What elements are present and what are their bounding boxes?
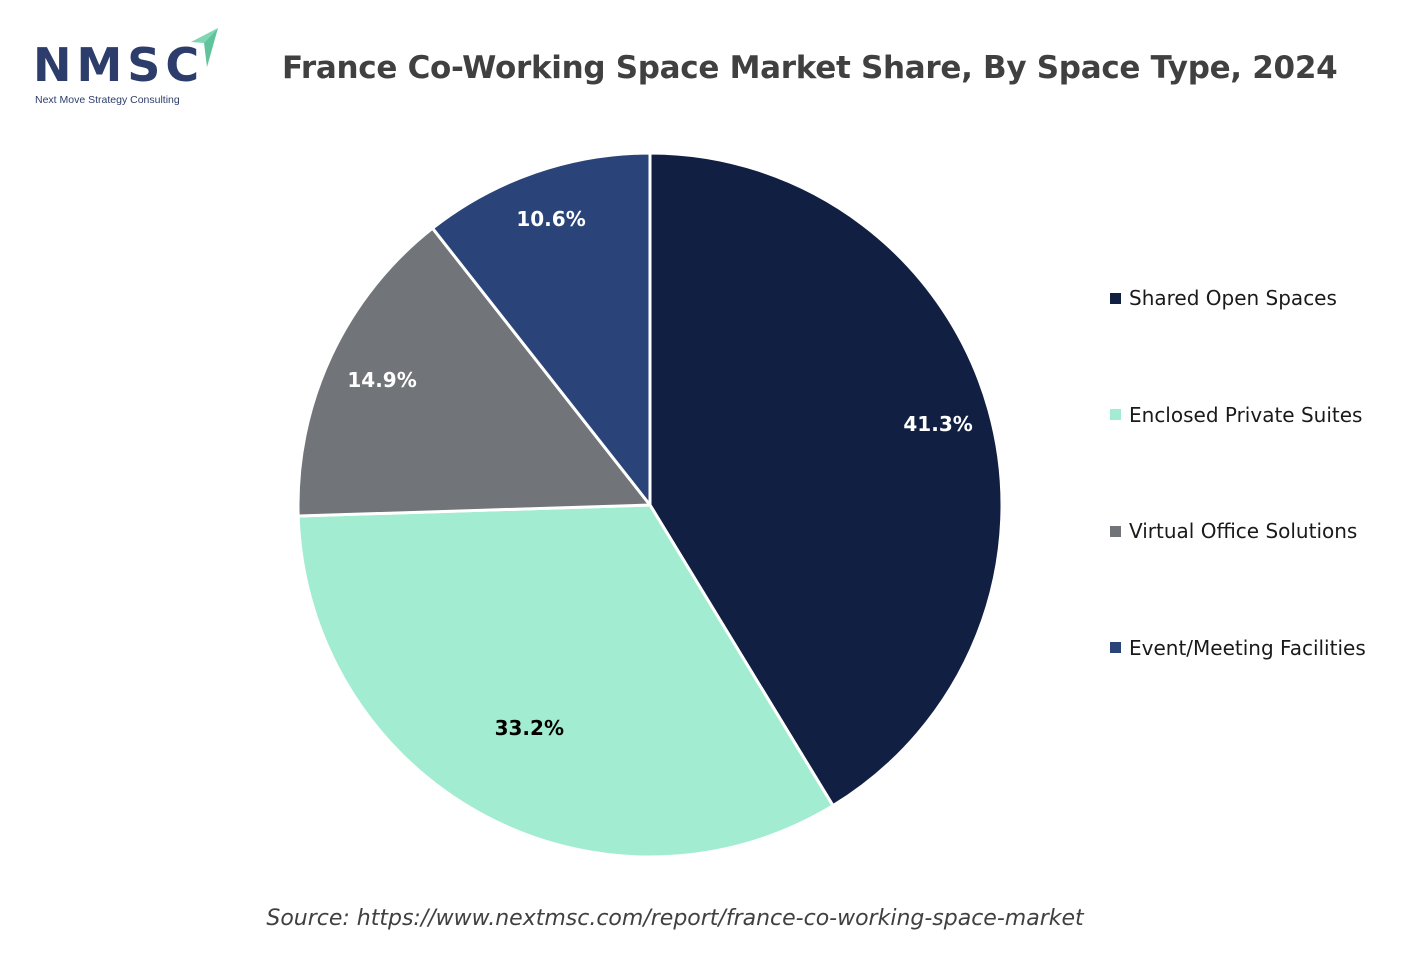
legend-item-virtual-office-solutions: Virtual Office Solutions (1110, 516, 1357, 546)
legend-item-event-meeting-facilities: Event/Meeting Facilities (1110, 633, 1366, 663)
pie-slice-event-meeting-facilities (431, 151, 652, 507)
legend-swatch (1110, 642, 1121, 653)
pie-slice-shared-open-spaces (648, 151, 1004, 808)
data-label-event-meeting-facilities: 10.6% (516, 207, 585, 231)
data-label-shared-open-spaces: 41.3% (903, 412, 972, 436)
legend-label: Enclosed Private Suites (1129, 402, 1363, 427)
data-label-virtual-office-solutions: 14.9% (347, 368, 416, 392)
legend-label: Virtual Office Solutions (1129, 519, 1358, 543)
logo-tagline: Next Move Strategy Consulting (35, 94, 180, 106)
legend-swatch (1110, 525, 1121, 537)
source-note: Source: https://www.nextmsc.com/report/f… (266, 906, 1084, 931)
legend-item-enclosed-private-suites: Enclosed Private Suites (1110, 400, 1362, 430)
data-label-enclosed-private-suites: 33.2% (495, 716, 564, 740)
legend-swatch (1110, 292, 1121, 304)
pie-slice-virtual-office-solutions (296, 226, 652, 518)
pie-slice-enclosed-private-suites (296, 503, 835, 859)
paper-plane-icon (191, 28, 218, 67)
legend-item-shared-open-spaces: Shared Open Spaces (1110, 283, 1337, 313)
legend-swatch (1110, 409, 1121, 420)
legend-label: Event/Meeting Facilities (1129, 635, 1366, 660)
chart-title: France Co-Working Space Market Share, By… (282, 50, 1338, 86)
nmsc-logo: NMSC Next Move Strategy Consulting (33, 28, 223, 110)
logo-wordmark: NMSC (33, 38, 205, 92)
legend-label: Shared Open Spaces (1129, 286, 1337, 310)
